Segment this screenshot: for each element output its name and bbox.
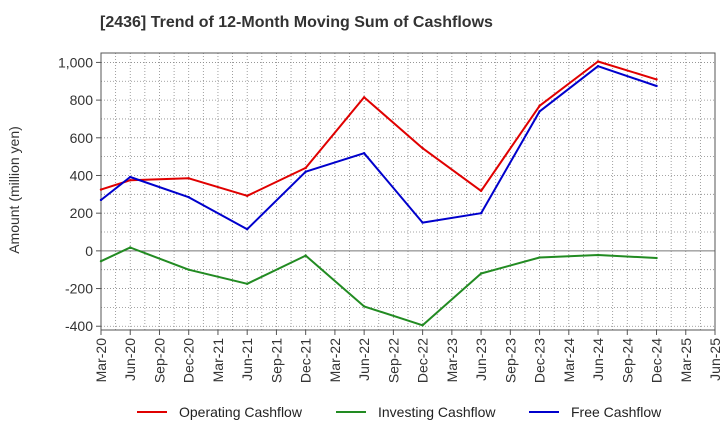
x-tick-label: Mar-20 (93, 338, 109, 383)
data-point-free-cashflow (421, 221, 424, 224)
x-tick-label: Dec-21 (298, 338, 314, 383)
data-point-free-cashflow (362, 152, 366, 155)
data-point-free-cashflow (304, 170, 307, 173)
data-point-operating-cashflow (129, 178, 132, 182)
line-chart: -400 -200 0 200 400 600 800 1,000 Mar-20 Jun-20 Se… (58, 52, 720, 383)
data-point-operating-cashflow (99, 188, 103, 191)
data-point-free-cashflow (245, 227, 249, 231)
x-tick-label: Sep-23 (502, 338, 518, 383)
data-point-operating-cashflow (538, 104, 541, 107)
y-tick-label: 800 (70, 92, 94, 108)
x-tick-label: Mar-21 (210, 338, 226, 383)
data-point-free-cashflow (187, 195, 190, 199)
data-point-investing-cashflow (129, 246, 132, 249)
data-point-investing-cashflow (479, 272, 483, 275)
data-point-free-cashflow (538, 110, 541, 113)
y-tick-label: 0 (85, 243, 93, 259)
x-tick-label: Mar-22 (327, 338, 343, 383)
data-point-free-cashflow (655, 84, 658, 88)
data-point-free-cashflow (99, 198, 103, 202)
legend-item-investing-cashflow: Investing Cashflow (336, 404, 496, 420)
data-point-free-cashflow (596, 64, 600, 68)
data-point-investing-cashflow (304, 254, 307, 257)
data-point-operating-cashflow (304, 166, 307, 170)
data-point-investing-cashflow (655, 256, 658, 260)
y-tick-label: -200 (65, 281, 93, 297)
y-tick-label: 1,000 (58, 54, 93, 70)
plot-frame (100, 52, 716, 331)
legend-swatch-investing-cashflow (336, 411, 366, 413)
x-tick-label: Sep-21 (268, 338, 284, 383)
data-point-investing-cashflow (596, 253, 600, 257)
data-point-investing-cashflow (187, 268, 190, 271)
data-point-investing-cashflow (99, 260, 103, 263)
x-tick-label: Mar-25 (678, 338, 694, 383)
data-point-operating-cashflow (655, 78, 658, 81)
data-point-operating-cashflow (187, 177, 190, 180)
legend-label-operating-cashflow: Operating Cashflow (179, 404, 302, 420)
data-point-operating-cashflow (245, 194, 249, 198)
chart-title: [2436] Trend of 12-Month Moving Sum of C… (100, 14, 493, 31)
data-point-operating-cashflow (421, 146, 424, 150)
y-tick-label: -400 (65, 318, 93, 334)
legend-label-free-cashflow: Free Cashflow (571, 404, 662, 420)
y-tick-label: 400 (70, 167, 94, 183)
legend-item-operating-cashflow: Operating Cashflow (137, 404, 302, 420)
y-tick-label: 200 (70, 205, 94, 221)
data-point-operating-cashflow (479, 189, 483, 193)
data-point-investing-cashflow (362, 305, 366, 308)
x-tick-label: Dec-24 (649, 338, 665, 383)
data-point-free-cashflow (479, 211, 483, 215)
x-tick-label: Jun-20 (122, 338, 138, 381)
x-tick-label: Mar-23 (444, 338, 460, 383)
x-tick-label: Jun-21 (239, 338, 255, 381)
data-point-investing-cashflow (538, 256, 541, 259)
x-tick-label: Jun-25 (707, 338, 720, 381)
x-tick-label: Dec-22 (415, 338, 431, 383)
legend-label-investing-cashflow: Investing Cashflow (378, 404, 496, 420)
data-point-operating-cashflow (596, 60, 600, 63)
data-point-investing-cashflow (421, 324, 424, 327)
x-tick-label: Jun-22 (356, 338, 372, 381)
x-tick-label: Dec-23 (532, 338, 548, 383)
x-tick-label: Mar-24 (561, 338, 577, 383)
data-point-operating-cashflow (362, 96, 366, 99)
x-tick-label: Sep-22 (385, 338, 401, 383)
legend-swatch-operating-cashflow (137, 411, 167, 413)
x-tick-label: Jun-23 (473, 338, 489, 381)
x-tick-label: Jun-24 (590, 338, 606, 381)
x-tick-label: Dec-20 (181, 338, 197, 383)
legend-item-free-cashflow: Free Cashflow (529, 404, 661, 420)
legend-swatch-free-cashflow (529, 411, 559, 413)
data-point-free-cashflow (129, 175, 132, 179)
x-tick-label: Sep-20 (151, 338, 167, 383)
legend: Operating Cashflow Investing Cashflow Fr… (0, 404, 720, 426)
data-point-investing-cashflow (245, 282, 249, 286)
x-tick-label: Sep-24 (619, 338, 635, 383)
y-tick-label: 600 (70, 130, 94, 146)
